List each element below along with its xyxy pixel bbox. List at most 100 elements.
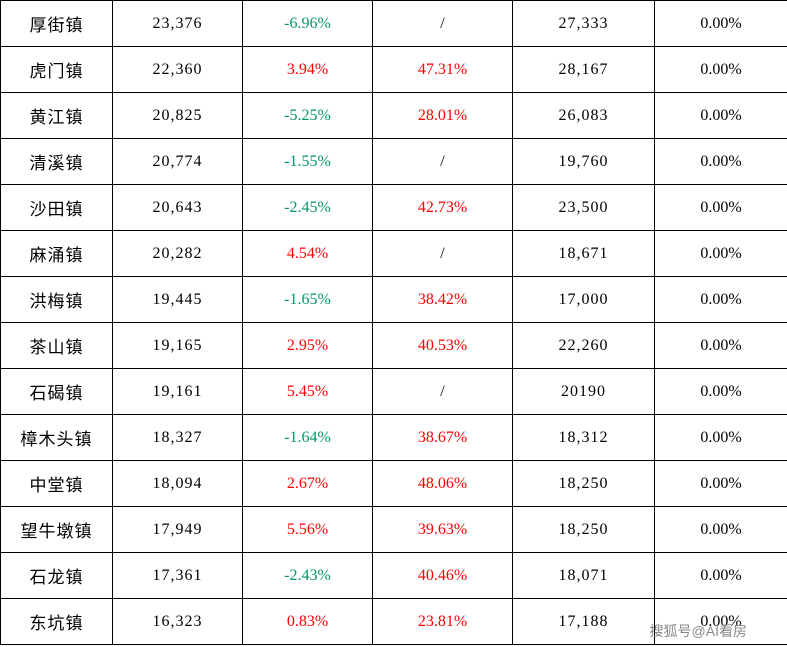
cell-pct2: 28.01% [373,93,513,139]
cell-val2: 18,250 [513,461,655,507]
cell-pct3: 0.00% [655,93,787,139]
cell-name: 厚街镇 [1,1,113,47]
cell-pct1: -2.43% [243,553,373,599]
table-row: 石龙镇17,361-2.43%40.46%18,0710.00% [1,553,787,599]
table-row: 沙田镇20,643-2.45%42.73%23,5000.00% [1,185,787,231]
cell-pct1: 2.67% [243,461,373,507]
table-row: 洪梅镇19,445-1.65%38.42%17,0000.00% [1,277,787,323]
table-row: 厚街镇23,376-6.96%/27,3330.00% [1,1,787,47]
cell-pct3: 0.00% [655,323,787,369]
cell-val1: 19,161 [113,369,243,415]
cell-pct3: 0.00% [655,553,787,599]
cell-pct1: -1.55% [243,139,373,185]
cell-val2: 23,500 [513,185,655,231]
cell-name: 洪梅镇 [1,277,113,323]
cell-pct3: 0.00% [655,1,787,47]
cell-name: 中堂镇 [1,461,113,507]
cell-pct2: 39.63% [373,507,513,553]
cell-pct3: 0.00% [655,507,787,553]
cell-name: 虎门镇 [1,47,113,93]
cell-pct1: 2.95% [243,323,373,369]
cell-val1: 18,094 [113,461,243,507]
cell-val2: 28,167 [513,47,655,93]
cell-pct3: 0.00% [655,231,787,277]
cell-name: 东坑镇 [1,599,113,645]
cell-pct3: 0.00% [655,461,787,507]
cell-val1: 20,774 [113,139,243,185]
cell-pct3: 0.00% [655,599,787,645]
cell-val2: 17,188 [513,599,655,645]
cell-pct2: 40.53% [373,323,513,369]
cell-name: 石龙镇 [1,553,113,599]
cell-val2: 19,760 [513,139,655,185]
cell-val2: 18,071 [513,553,655,599]
table-row: 石碣镇19,1615.45%/201900.00% [1,369,787,415]
cell-pct1: 0.83% [243,599,373,645]
cell-pct1: 5.56% [243,507,373,553]
cell-pct1: 4.54% [243,231,373,277]
cell-pct2: / [373,369,513,415]
cell-pct2: 38.42% [373,277,513,323]
cell-pct1: 5.45% [243,369,373,415]
cell-val1: 23,376 [113,1,243,47]
table-body: 厚街镇23,376-6.96%/27,3330.00%虎门镇22,3603.94… [1,1,787,645]
cell-val2: 27,333 [513,1,655,47]
cell-val1: 19,165 [113,323,243,369]
cell-pct3: 0.00% [655,415,787,461]
cell-name: 石碣镇 [1,369,113,415]
cell-val1: 17,949 [113,507,243,553]
cell-name: 茶山镇 [1,323,113,369]
cell-name: 麻涌镇 [1,231,113,277]
cell-val1: 20,825 [113,93,243,139]
cell-val1: 22,360 [113,47,243,93]
cell-val1: 20,643 [113,185,243,231]
table-row: 东坑镇16,3230.83%23.81%17,1880.00% [1,599,787,645]
cell-val1: 19,445 [113,277,243,323]
cell-pct1: -1.65% [243,277,373,323]
table-row: 望牛墩镇17,9495.56%39.63%18,2500.00% [1,507,787,553]
table-row: 虎门镇22,3603.94%47.31%28,1670.00% [1,47,787,93]
cell-pct1: -6.96% [243,1,373,47]
cell-pct3: 0.00% [655,277,787,323]
cell-val2: 20190 [513,369,655,415]
cell-name: 沙田镇 [1,185,113,231]
cell-name: 清溪镇 [1,139,113,185]
cell-val2: 17,000 [513,277,655,323]
cell-val2: 26,083 [513,93,655,139]
cell-val1: 16,323 [113,599,243,645]
cell-pct2: 38.67% [373,415,513,461]
cell-pct2: / [373,139,513,185]
cell-pct2: / [373,1,513,47]
cell-val2: 22,260 [513,323,655,369]
cell-val1: 17,361 [113,553,243,599]
price-table: 厚街镇23,376-6.96%/27,3330.00%虎门镇22,3603.94… [0,0,787,645]
cell-val1: 20,282 [113,231,243,277]
cell-pct1: -5.25% [243,93,373,139]
cell-pct2: 40.46% [373,553,513,599]
cell-val2: 18,312 [513,415,655,461]
table-row: 麻涌镇20,2824.54%/18,6710.00% [1,231,787,277]
table-row: 茶山镇19,1652.95%40.53%22,2600.00% [1,323,787,369]
table-row: 中堂镇18,0942.67%48.06%18,2500.00% [1,461,787,507]
cell-name: 樟木头镇 [1,415,113,461]
cell-name: 望牛墩镇 [1,507,113,553]
cell-pct3: 0.00% [655,47,787,93]
cell-pct3: 0.00% [655,369,787,415]
cell-pct2: / [373,231,513,277]
cell-pct2: 48.06% [373,461,513,507]
cell-pct2: 42.73% [373,185,513,231]
cell-pct1: -2.45% [243,185,373,231]
cell-pct2: 47.31% [373,47,513,93]
cell-pct2: 23.81% [373,599,513,645]
cell-val1: 18,327 [113,415,243,461]
table-row: 樟木头镇18,327-1.64%38.67%18,3120.00% [1,415,787,461]
table-row: 清溪镇20,774-1.55%/19,7600.00% [1,139,787,185]
cell-pct3: 0.00% [655,139,787,185]
cell-val2: 18,671 [513,231,655,277]
cell-val2: 18,250 [513,507,655,553]
cell-pct3: 0.00% [655,185,787,231]
cell-name: 黄江镇 [1,93,113,139]
table-row: 黄江镇20,825-5.25%28.01%26,0830.00% [1,93,787,139]
cell-pct1: 3.94% [243,47,373,93]
cell-pct1: -1.64% [243,415,373,461]
